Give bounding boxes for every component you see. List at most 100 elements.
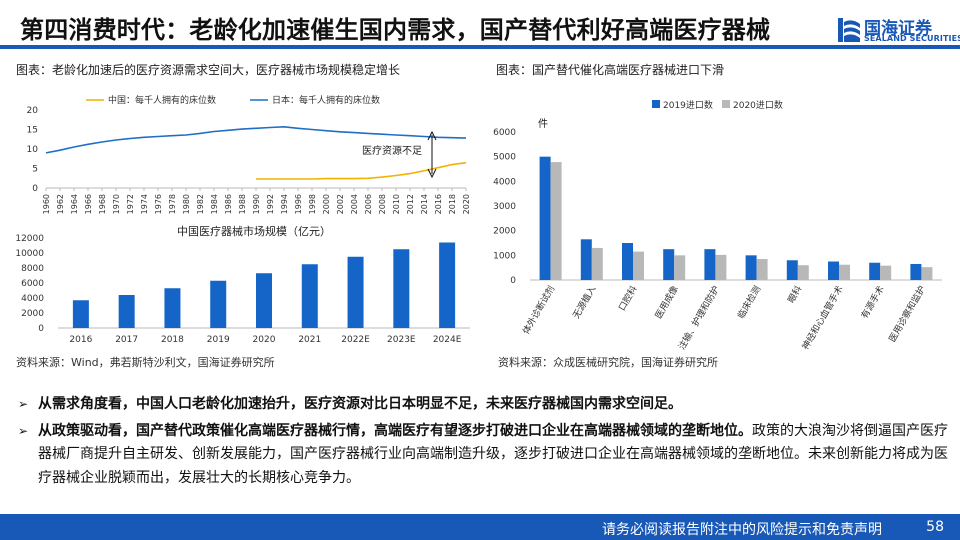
gap-arrow-down-icon (427, 168, 437, 179)
x-tick-label: 2017 (115, 335, 138, 345)
x-tick-label: 1992 (266, 194, 275, 214)
y-tick-label: 6000 (493, 128, 516, 138)
import-2019-bar (580, 239, 592, 280)
x-tick-label: 2002 (336, 194, 345, 214)
market-bar (118, 295, 135, 328)
y-tick-label: 0 (38, 324, 44, 334)
import-2020-bar (633, 251, 644, 280)
import-2019-bar (869, 262, 881, 280)
x-tick-label: 2024E (433, 335, 462, 345)
x-tick-label: 2020 (253, 335, 276, 345)
y-tick-label: 0 (32, 184, 38, 194)
slide-title: 第四消费时代：老龄化加速催生国内需求，国产替代利好高端医疗器械 (20, 16, 771, 44)
x-tick-label: 2000 (322, 194, 331, 214)
market-bar (72, 300, 89, 328)
import-2019-bar (539, 156, 551, 280)
japan-bed-line (45, 125, 467, 154)
x-tick-label: 2012 (406, 194, 415, 214)
market-chart-title: 中国医疗器械市场规模（亿元） (177, 224, 331, 238)
import-2019-bar (786, 260, 798, 280)
x-category-label: 眼科 (785, 284, 804, 306)
import-2020-bar (921, 267, 933, 280)
x-tick-label: 2018 (448, 194, 457, 214)
import-bar-chart: 2019进口数 2020进口数 件 0 1000 2000 3000 4000 5000 60… (493, 99, 942, 352)
bullet-lead: 从需求角度看，中国人口老龄化加速抬升，医疗资源对比日本明显不足，未来医疗器械国内… (38, 396, 682, 412)
x-tick-label: 1972 (126, 194, 135, 214)
page-number: 58 (926, 519, 944, 535)
logo-name: 国海证券 (864, 19, 932, 39)
import-2019-bar (745, 255, 757, 280)
y-tick-label: 15 (27, 126, 38, 136)
y-tick-label: 1000 (493, 251, 516, 261)
import-2020-bar (880, 265, 892, 280)
market-bar (256, 273, 272, 328)
x-category-label: 神经和心血管手术 (799, 284, 845, 352)
x-tick-label: 2022E (341, 335, 370, 345)
bed-density-line-chart: 中国：每千人拥有的床位数 日本：每千人拥有的床位数 0 5 10 15 20 1960 19… (27, 94, 471, 214)
right-source: 资料来源：众成医械研究院，国海证券研究所 (498, 356, 718, 369)
market-size-bar-chart: 中国医疗器械市场规模（亿元） 0 2000 4000 6000 8000 10000 120… (15, 224, 470, 345)
x-tick-label: 2014 (420, 194, 429, 214)
x-tick-label: 2023E (387, 335, 416, 345)
bullet-item-demand: ➢ 从需求角度看，中国人口老龄化加速抬升，医疗资源对比日本明显不足，未来医疗器械… (18, 393, 950, 417)
market-bar (210, 280, 227, 328)
x-tick-label: 1964 (70, 194, 79, 214)
bullet-body: 政策的大浪淘沙将倒逼国产医疗器械厂商提升自主研发、创新发展能力，国产医疗器械行业… (38, 422, 948, 486)
y-tick-label: 10000 (15, 249, 44, 259)
y-tick-label: 10 (27, 145, 39, 155)
x-tick-label: 2016 (69, 335, 92, 345)
import-2020-bar (674, 255, 686, 280)
left-chart-caption: 图表：老龄化加速后的医疗资源需求空间大，医疗器械市场规模稳定增长 (16, 63, 401, 77)
x-tick-label: 1968 (98, 194, 107, 214)
bullet-list: ➢ 从需求角度看，中国人口老龄化加速抬升，医疗资源对比日本明显不足，未来医疗器械… (18, 393, 950, 493)
x-tick-label: 1996 (294, 194, 303, 214)
logo-subtitle: SEALAND SECURITIES (864, 34, 960, 43)
import-2020-bar (715, 254, 727, 280)
legend-swatch (652, 100, 660, 108)
import-unit-label: 件 (538, 118, 548, 130)
y-tick-label: 0 (510, 276, 516, 286)
x-tick-label: 2018 (161, 335, 184, 345)
x-category-label: 无源植入 (570, 284, 598, 321)
y-tick-label: 4000 (493, 177, 516, 187)
footer-disclaimer: 请务必阅读报告附注中的风险提示和免责声明 (602, 522, 882, 538)
x-category-label: 有源手术 (858, 284, 886, 321)
import-2019-bar (910, 263, 922, 280)
import-2020-bar (756, 259, 768, 280)
x-tick-label: 2004 (350, 194, 359, 214)
x-category-label: 临床检测 (735, 284, 763, 321)
legend-swatch (722, 100, 730, 108)
x-tick-label: 2020 (462, 194, 471, 214)
legend-label: 日本：每千人拥有的床位数 (272, 94, 380, 106)
x-tick-label: 2008 (378, 194, 387, 214)
import-2019-bar (704, 249, 716, 280)
x-tick-label: 1966 (84, 194, 93, 214)
y-tick-label: 2000 (21, 309, 44, 319)
x-tick-label: 1990 (252, 194, 261, 214)
x-tick-label: 1960 (42, 194, 51, 214)
x-tick-label: 1986 (224, 194, 233, 214)
bullet-item-policy: ➢ 从政策驱动看，国产替代政策催化高端医疗器械行情，高端医疗有望逐步打破进口企业… (18, 420, 950, 491)
x-tick-label: 1998 (308, 194, 317, 214)
x-category-label: 口腔科 (616, 284, 640, 313)
x-tick-label: 2010 (392, 194, 401, 214)
gap-annotation: 医疗资源不足 (362, 144, 422, 157)
import-2019-bar (828, 261, 839, 280)
x-category-label: 医用诊察和监护 (886, 284, 928, 345)
import-2020-bar (591, 247, 603, 280)
x-tick-label: 1974 (140, 194, 149, 214)
x-tick-label: 1970 (112, 194, 121, 214)
legend-label: 中国：每千人拥有的床位数 (108, 94, 216, 106)
y-tick-label: 6000 (21, 279, 44, 289)
right-chart-caption: 图表：国产替代催化高端医疗器械进口下滑 (496, 63, 725, 77)
x-tick-label: 1988 (238, 194, 247, 214)
x-tick-label: 2016 (434, 194, 443, 214)
market-bar (393, 249, 410, 328)
china-bed-line (256, 161, 467, 180)
x-category-label: 医用成像 (652, 284, 680, 321)
x-tick-label: 1976 (154, 194, 163, 214)
x-tick-label: 1980 (182, 194, 191, 214)
x-tick-label: 1978 (168, 194, 177, 214)
y-tick-label: 5000 (493, 153, 516, 163)
arrow-bullet-icon: ➢ (18, 423, 29, 438)
